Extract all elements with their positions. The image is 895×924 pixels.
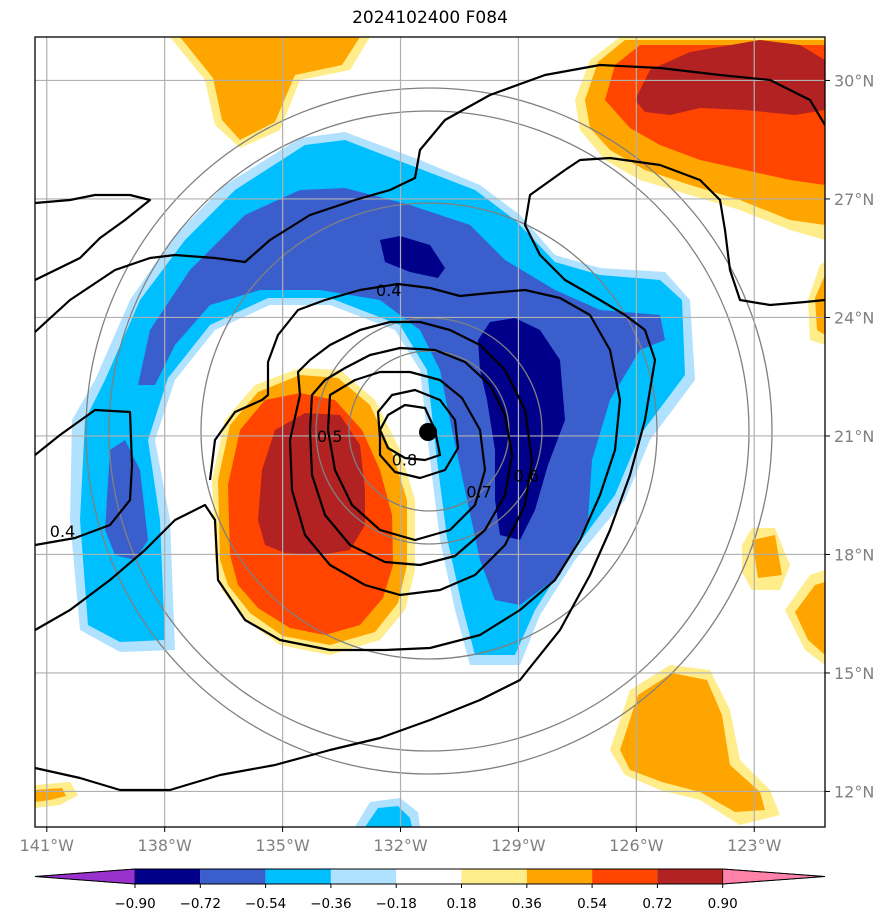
colorbar-segment-5 (396, 869, 462, 884)
shade-band-orange-e2 (795, 582, 825, 655)
y-tick-label-6: 30°N (834, 71, 874, 90)
colorbar-extend-right (722, 868, 826, 885)
contour-label-0: 0.4 (376, 281, 401, 300)
gridlines (35, 37, 825, 827)
contour-label-4: 0.7 (466, 482, 491, 501)
shade-band-orange-se (620, 673, 765, 812)
colorbar-extend-left (34, 868, 136, 885)
contour-label-2: 0.5 (317, 427, 342, 446)
contour-0-5 (288, 320, 534, 597)
y-tick-label-2: 18°N (834, 545, 874, 564)
contour-0-4-ne (564, 156, 825, 307)
colorbar-segment-9 (657, 869, 723, 884)
contour-label-3: 0.6 (514, 466, 539, 485)
contour-0-6 (308, 346, 514, 567)
contour-0-4-south-ring (35, 282, 622, 652)
y-tick-label-4: 24°N (834, 308, 874, 327)
y-tick-label-3: 21°N (834, 427, 874, 446)
contour-0-8 (376, 388, 460, 480)
storm-center-marker (419, 423, 438, 441)
colorbar: −0.90 −0.72 −0.54 −0.36 −0.18 0.18 0.36 0.54 0.7… (34, 868, 826, 912)
colorbar-segment-7 (526, 869, 593, 884)
colorbar-label-9: 0.90 (708, 896, 738, 912)
shade-band-orange-e1 (752, 535, 782, 578)
x-axis-ticks: 141°W 138°W 135°W 132°W 129°W 126°W 123°W (20, 827, 782, 855)
contour-label-1: 0.4 (50, 522, 75, 541)
contour-label-5: 0.8 (392, 451, 417, 470)
colorbar-label-7: 0.54 (577, 896, 607, 912)
colorbar-label-0: −0.90 (114, 896, 155, 912)
colorbar-segment-3 (265, 869, 331, 884)
shade-band-firebrick-ne (635, 40, 825, 115)
y-tick-label-0: 12°N (834, 782, 874, 801)
x-tick-label-2: 135°W (255, 836, 310, 855)
colorbar-segment-1 (135, 869, 201, 884)
x-tick-label-3: 132°W (373, 836, 428, 855)
contour-0-7 (326, 370, 487, 542)
plot-frame (34, 36, 826, 828)
colorbar-segment-4 (330, 869, 397, 884)
contour-0-4-north (35, 63, 825, 333)
colorbar-segment-2 (200, 869, 266, 884)
shade-band-orange-n (180, 37, 360, 140)
colorbar-label-6: 0.36 (512, 896, 542, 912)
shade-band-orange-e3 (815, 275, 825, 335)
contour-lines (35, 63, 825, 792)
colorbar-label-1: −0.72 (180, 896, 221, 912)
y-axis-ticks: 12°N 15°N 18°N 21°N 24°N 27°N 30°N (825, 71, 874, 801)
y-tick-label-1: 15°N (834, 664, 874, 683)
colorbar-label-4: −0.18 (376, 896, 417, 912)
x-tick-label-1: 138°W (138, 836, 193, 855)
x-tick-label-4: 129°W (491, 836, 546, 855)
contour-0-9 (378, 403, 442, 462)
colorbar-label-5: 0.18 (446, 896, 476, 912)
shaded-field (35, 37, 825, 827)
shade-band-firebrick-sw (258, 413, 365, 555)
contour-labels: 0.4 0.4 0.5 0.6 0.7 0.8 (50, 281, 539, 541)
contour-0-4-east (35, 169, 657, 792)
chart-title: 2024102400 F084 (352, 8, 508, 28)
x-tick-label-5: 126°W (609, 836, 664, 855)
contour-0-4-west (35, 408, 134, 547)
x-tick-label-6: 123°W (727, 836, 782, 855)
colorbar-segment-6 (461, 869, 527, 884)
colorbar-segment-8 (592, 869, 658, 884)
y-tick-label-5: 27°N (834, 190, 874, 209)
colorbar-label-3: −0.36 (310, 896, 351, 912)
contour-0-4-nw (35, 193, 152, 281)
colorbar-label-2: −0.54 (245, 896, 286, 912)
x-tick-label-0: 141°W (20, 836, 75, 855)
range-rings (85, 87, 773, 775)
colorbar-label-8: 0.72 (642, 896, 672, 912)
